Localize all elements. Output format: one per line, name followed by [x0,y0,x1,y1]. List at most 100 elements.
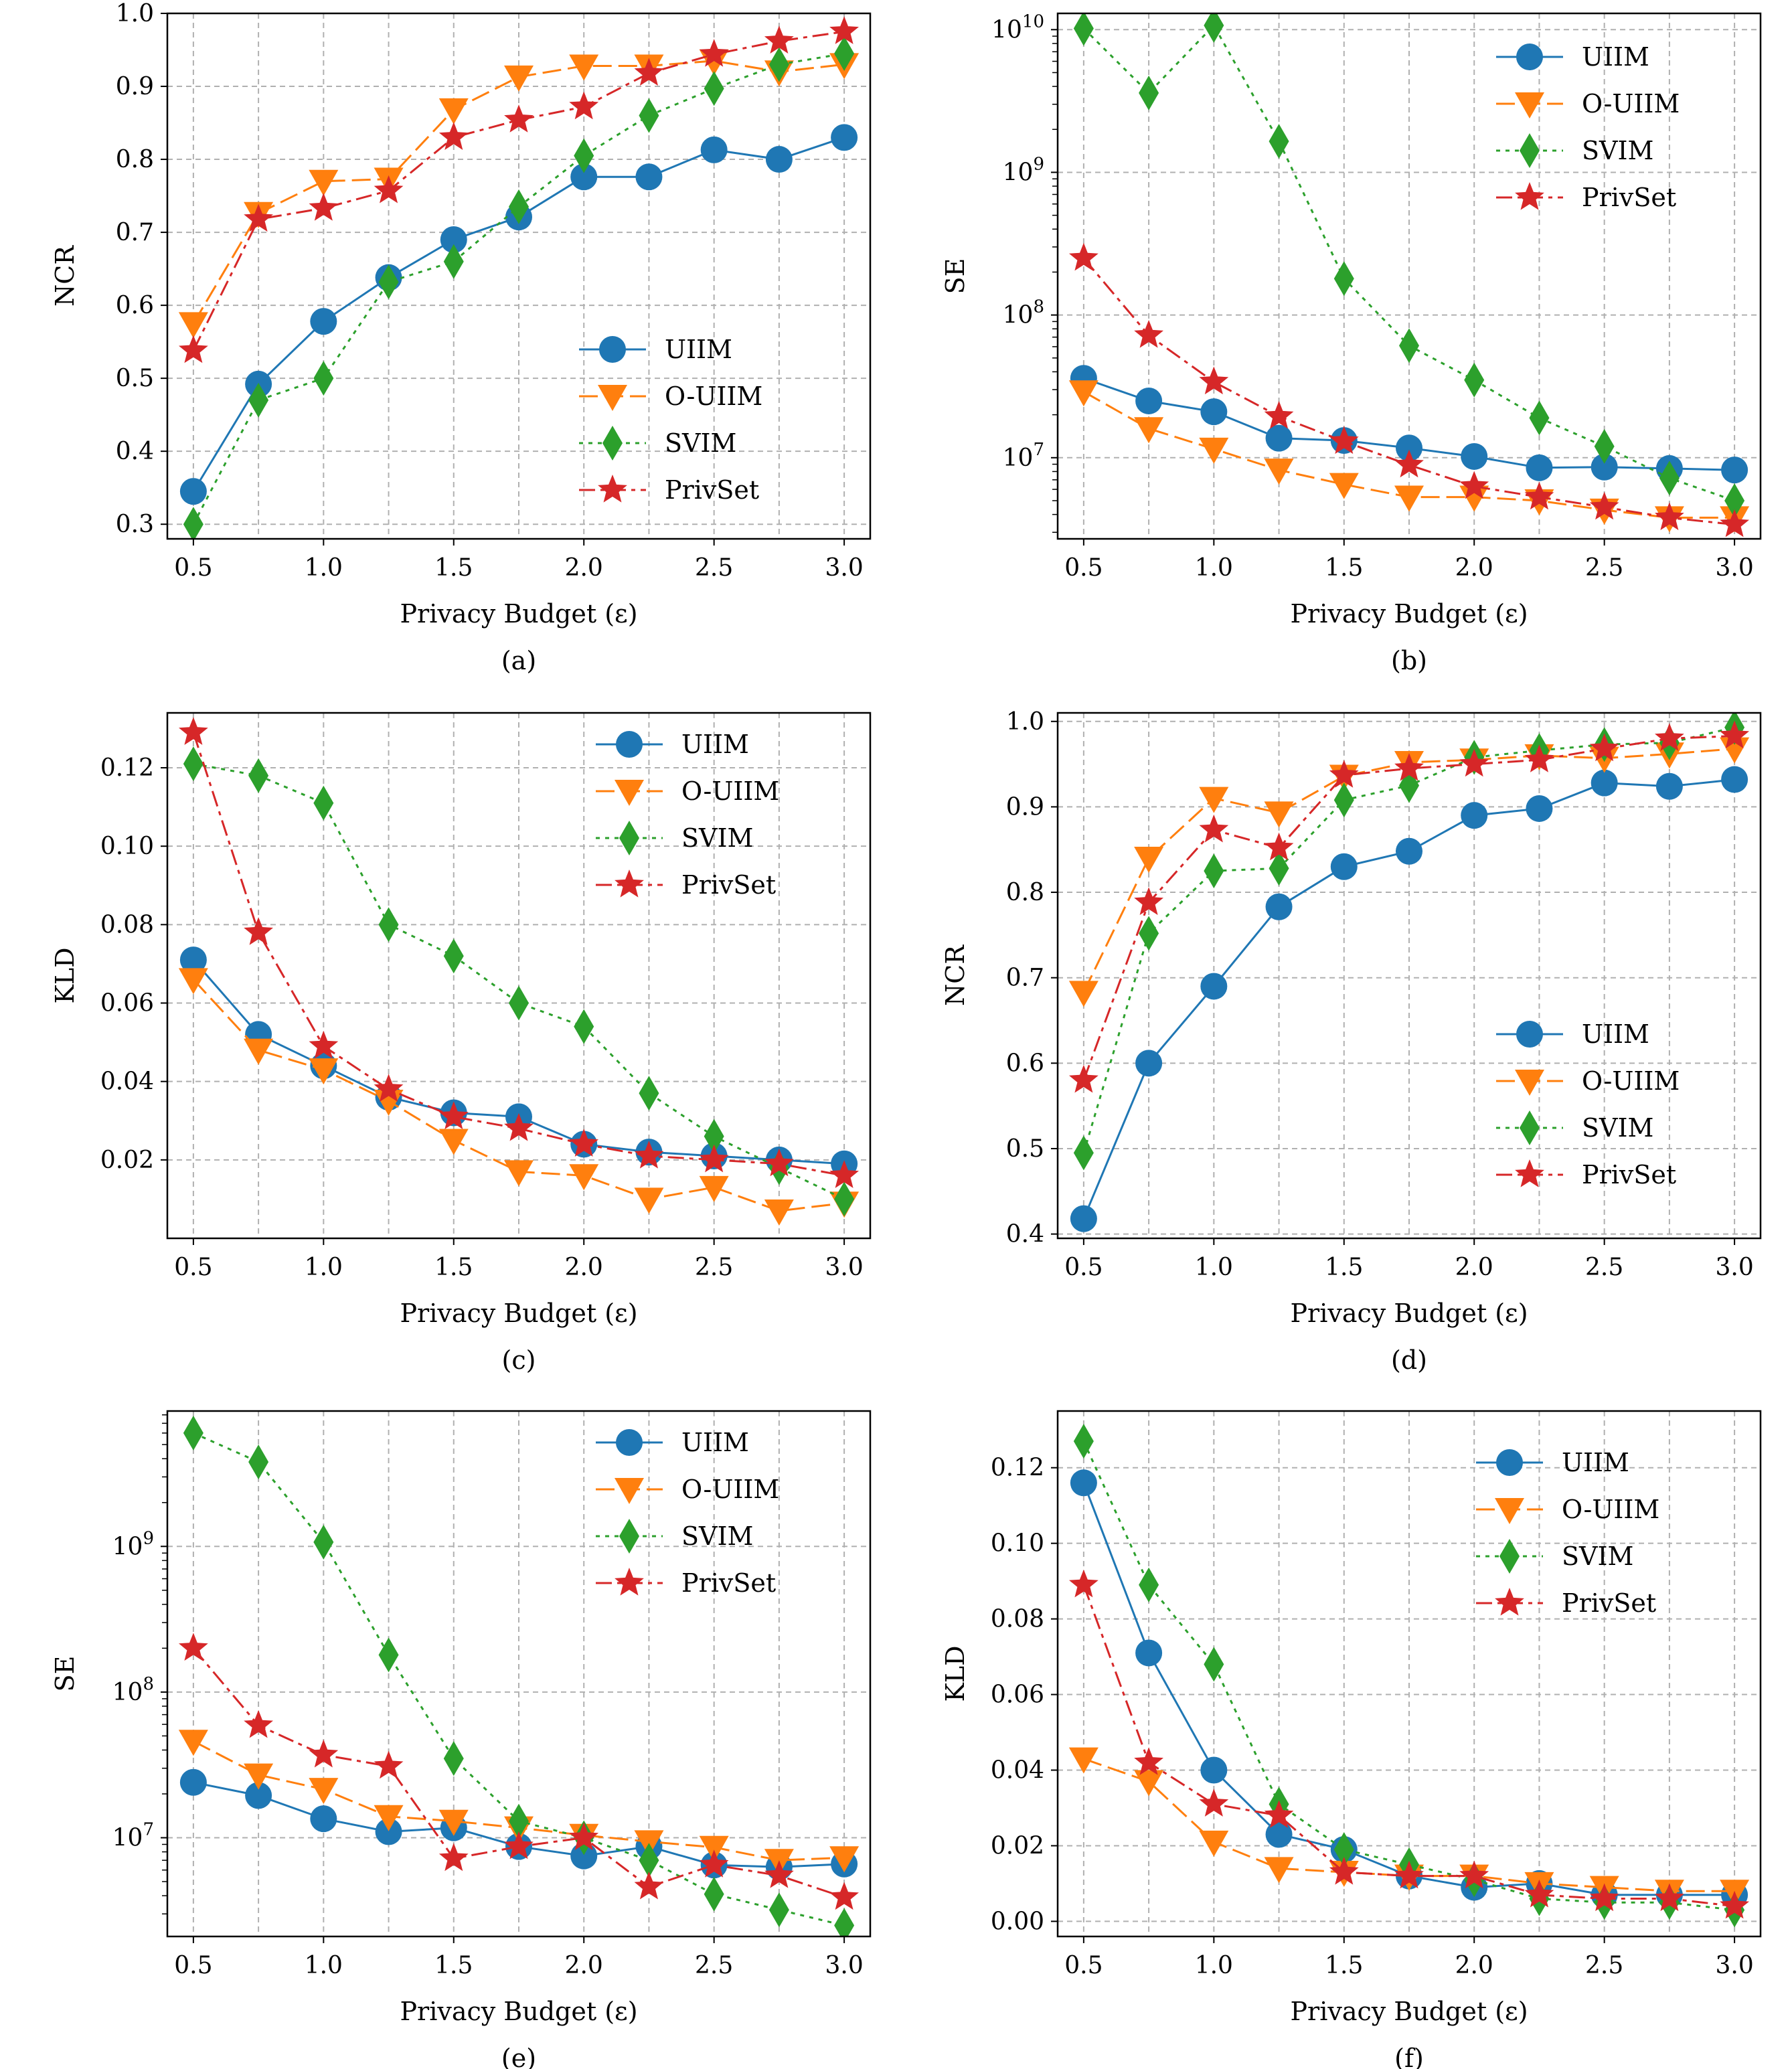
y-tick-label: 0.3 [116,511,154,538]
data-point-privset [1394,753,1424,781]
data-point-svim [834,1908,855,1936]
legend-marker [619,821,639,855]
data-point-privset [634,58,664,86]
y-tick-label: 0.10 [100,833,154,860]
data-point-privset [1589,491,1619,520]
x-tick-label: 1.0 [305,1254,343,1281]
data-point-o-uiim [1199,787,1229,813]
x-tick-label: 0.5 [174,554,212,582]
panel-caption: (b) [1391,646,1427,675]
data-point-uiim [1330,853,1358,880]
y-tick-label: 0.5 [1006,1135,1044,1163]
data-point-o-uiim [504,65,534,92]
chart-panel-c: 0.5 1.0 1.5 2.0 2.5 3.0 0.02 0.04 0.06 0.08 0.10 0.… [50,712,872,1375]
data-point-privset [1589,733,1619,762]
data-point-uiim [1135,387,1163,414]
data-point-privset [179,1633,208,1661]
data-point-svim [1204,1647,1224,1682]
legend: UIIM O-UIIM SVIM PrivSet [596,1428,779,1598]
x-tick-label: 3.0 [825,554,863,582]
data-point-svim [1464,362,1485,398]
data-point-privset [504,104,534,133]
tick-mantissa: 10 [112,1825,143,1852]
data-point-privset [179,335,208,363]
x-axis-label: Privacy Budget (ε) [1290,1997,1528,2026]
data-point-o-uiim [569,54,599,81]
legend-label: PrivSet [665,475,759,505]
data-point-uiim [570,163,598,191]
series-group [1068,13,1750,537]
legend-marker [1515,182,1544,210]
legend-marker [1495,1588,1524,1616]
data-point-privset [1264,401,1294,429]
x-tick-label: 2.0 [1455,554,1493,582]
legend-label: O-UIIM [681,776,779,806]
tick-exponent: 8 [143,1674,154,1694]
data-point-svim [1399,328,1419,363]
data-point-svim [704,71,724,106]
data-point-privset [634,1871,664,1900]
legend-label: SVIM [665,428,736,458]
data-point-uiim [179,946,207,974]
data-point-o-uiim [699,1175,729,1202]
legend-label: UIIM [681,1428,749,1457]
x-tick-label: 1.5 [1325,554,1363,582]
x-tick-label: 1.5 [1325,1254,1363,1281]
legend-marker [599,336,626,363]
x-tick-label: 1.5 [434,554,473,582]
panel-caption: (e) [501,2044,536,2069]
y-axis-label: SE [50,1656,80,1692]
data-point-privset [244,1710,273,1738]
x-axis-label: Privacy Budget (ε) [400,1299,637,1328]
x-tick-label: 2.5 [695,1254,733,1281]
x-axis-label: Privacy Budget (ε) [400,599,637,629]
data-point-privset [764,1148,794,1177]
x-tick-label: 2.0 [1455,1952,1493,1979]
data-point-o-uiim [699,1835,729,1862]
data-point-privset [244,917,273,945]
data-point-uiim [831,124,858,151]
data-point-svim [1073,1424,1094,1459]
y-tick-label: 0.06 [100,990,154,1017]
data-point-svim [574,138,594,173]
legend-label: PrivSet [681,1568,776,1598]
data-point-o-uiim [309,169,339,196]
data-point-uiim [1526,795,1553,822]
axes-frame [1056,12,1762,540]
data-point-o-uiim [1068,981,1098,1007]
legend-marker [616,1429,643,1456]
chart-panel-f: 0.5 1.0 1.5 2.0 2.5 3.0 0.00 0.02 0.04 0.06 0.08 0.… [941,1410,1762,2069]
data-point-o-uiim [1134,1770,1164,1797]
data-point-svim [378,907,399,942]
tick-exponent: 7 [1033,440,1044,460]
data-point-uiim [310,308,337,335]
panel-caption: (f) [1394,2044,1424,2069]
panel-caption: (d) [1391,1345,1427,1375]
data-point-privset [1069,242,1098,271]
data-point-o-uiim [504,1160,534,1187]
x-tick-label: 2.5 [1585,1952,1623,1979]
data-point-svim [1269,851,1289,886]
data-point-privset [699,1849,729,1878]
y-axis-label: KLD [50,947,80,1003]
data-point-svim [1333,1832,1354,1868]
legend-marker [1515,1159,1544,1187]
y-tick-label: 0.7 [116,219,154,246]
x-tick-label: 0.5 [174,1254,212,1281]
x-tick-label: 0.5 [1064,1952,1103,1979]
y-axis-label: NCR [50,245,80,307]
data-point-uiim [1591,453,1618,481]
y-tick-label: 0.9 [1006,793,1044,821]
data-point-svim [509,1803,529,1839]
data-point-privset [569,1822,599,1851]
data-point-uiim [1265,893,1293,920]
y-tick-label: 0.04 [100,1068,154,1096]
y-tick-label: 0.12 [100,754,154,782]
data-point-svim [313,1524,334,1560]
legend-label: SVIM [681,823,753,853]
grid [167,713,870,1238]
legend-label: UIIM [1562,1448,1629,1477]
data-point-svim [639,1076,659,1111]
y-tick-label: 0.00 [991,1908,1044,1935]
